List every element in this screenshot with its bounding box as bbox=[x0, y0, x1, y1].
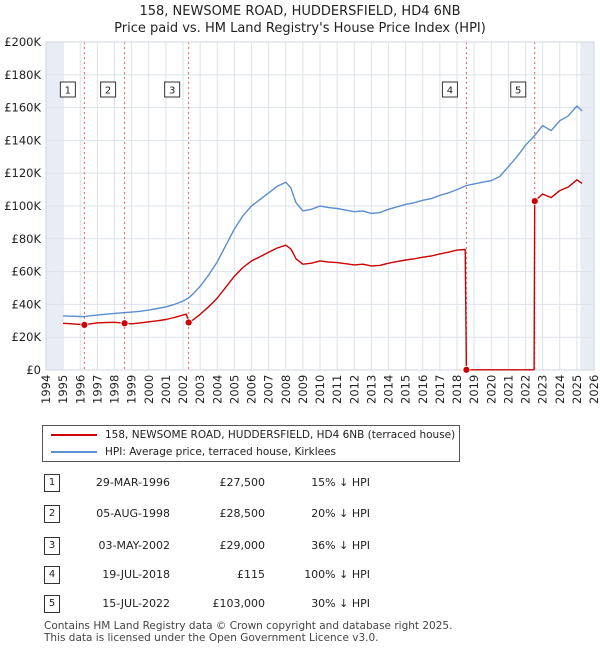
row-price: £29,000 bbox=[219, 539, 266, 552]
row-date: 03-MAY-2002 bbox=[98, 539, 170, 552]
price-chart: 1 2 3 4 5 £0 £20K £40K £60K £80K £100K £120K £140K £1… bbox=[4, 35, 600, 404]
transaction-label-box bbox=[510, 81, 527, 98]
transaction-label: 2 bbox=[105, 86, 111, 97]
x-tick-label: 2017 bbox=[433, 375, 447, 404]
x-tick-label: 2011 bbox=[330, 375, 344, 404]
y-tick-label: £160K bbox=[4, 101, 41, 115]
x-tick-label: 2009 bbox=[296, 375, 310, 404]
transaction-marker bbox=[184, 318, 193, 327]
x-tick-label: 2014 bbox=[382, 375, 396, 404]
row-date: 19-JUL-2018 bbox=[102, 568, 170, 581]
x-tick-label: 2003 bbox=[193, 375, 207, 404]
footer-license: This data is licensed under the Open Gov… bbox=[44, 632, 379, 644]
row-date: 15-JUL-2022 bbox=[102, 597, 170, 610]
x-tick-label: 2002 bbox=[176, 375, 190, 404]
row-hpi: 20% ↓ HPI bbox=[311, 507, 370, 520]
legend-label-property: 158, NEWSOME ROAD, HUDDERSFIELD, HD4 6NB… bbox=[105, 429, 456, 441]
y-tick-label: £20K bbox=[12, 330, 42, 344]
plot-border bbox=[45, 41, 595, 371]
y-tick-label: £80K bbox=[12, 232, 42, 246]
x-tick-label: 2015 bbox=[399, 375, 413, 404]
x-tick-label: 2010 bbox=[313, 375, 327, 404]
x-tick-label: 2018 bbox=[450, 375, 464, 404]
row-price: £28,500 bbox=[219, 507, 266, 520]
x-tick-label: 2007 bbox=[262, 375, 276, 404]
x-tick-label: 2023 bbox=[536, 375, 550, 404]
chart-subtitle: Price paid vs. HM Land Registry's House … bbox=[114, 21, 486, 36]
legend: 158, NEWSOME ROAD, HUDDERSFIELD, HD4 6NB… bbox=[42, 425, 460, 462]
transaction-marker bbox=[462, 365, 471, 374]
x-tick-label: 2021 bbox=[501, 375, 515, 404]
legend-item-hpi: HPI: Average price, terraced house, Kirk… bbox=[51, 444, 336, 460]
transaction-label: 5 bbox=[515, 86, 521, 97]
x-tick-label: 1997 bbox=[90, 375, 104, 404]
transaction-marker bbox=[80, 320, 89, 329]
table-row: 3 03-MAY-2002 £29,000 36% ↓ HPI bbox=[0, 537, 600, 555]
row-price: £27,500 bbox=[219, 476, 266, 489]
legend-item-property: 158, NEWSOME ROAD, HUDDERSFIELD, HD4 6NB… bbox=[51, 427, 455, 443]
hpi-series-line bbox=[63, 105, 583, 318]
chart-title: 158, NEWSOME ROAD, HUDDERSFIELD, HD4 6NB bbox=[139, 4, 461, 19]
legend-label-hpi: HPI: Average price, terraced house, Kirk… bbox=[105, 446, 337, 458]
x-tick-label: 2004 bbox=[210, 375, 224, 404]
table-row: 5 15-JUL-2022 £103,000 30% ↓ HPI bbox=[0, 595, 600, 613]
x-tick-label: 2012 bbox=[347, 375, 361, 404]
y-tick-label: £120K bbox=[4, 166, 41, 180]
y-tick-label: £60K bbox=[12, 265, 42, 279]
transaction-label: 3 bbox=[169, 86, 175, 97]
transaction-label-box bbox=[164, 81, 181, 98]
transaction-label-box bbox=[441, 81, 458, 98]
transaction-label-box bbox=[100, 81, 117, 98]
legend-swatch-property bbox=[51, 434, 97, 436]
x-tick-label: 1998 bbox=[108, 375, 122, 404]
x-tick-label: 2016 bbox=[416, 375, 430, 404]
row-hpi: 36% ↓ HPI bbox=[311, 539, 370, 552]
x-tick-label: 2026 bbox=[587, 375, 600, 404]
transaction-label-box bbox=[59, 81, 76, 98]
transaction-marker bbox=[120, 319, 129, 328]
x-tick-label: 2005 bbox=[227, 375, 241, 404]
x-tick-label: 2008 bbox=[279, 375, 293, 404]
row-date: 29-MAR-1996 bbox=[95, 476, 170, 489]
row-marker: 5 bbox=[44, 595, 60, 613]
row-marker: 2 bbox=[44, 505, 60, 523]
y-tick-label: £40K bbox=[12, 297, 42, 311]
row-marker: 4 bbox=[44, 566, 60, 584]
y-tick-label: £180K bbox=[4, 68, 41, 82]
x-tick-label: 1994 bbox=[39, 375, 53, 404]
x-tick-label: 2025 bbox=[570, 375, 584, 404]
y-tick-label: £0 bbox=[26, 363, 41, 377]
y-tick-label: £140K bbox=[4, 133, 41, 147]
x-tick-label: 1996 bbox=[73, 375, 87, 404]
x-tick-label: 2006 bbox=[245, 375, 259, 404]
legend-swatch-hpi bbox=[51, 451, 97, 453]
row-marker: 1 bbox=[44, 474, 60, 492]
x-tick-label: 1995 bbox=[56, 375, 70, 404]
x-tick-label: 2013 bbox=[364, 375, 378, 404]
row-price: £115 bbox=[237, 568, 265, 581]
row-hpi: 100% ↓ HPI bbox=[304, 568, 370, 581]
x-tick-label: 2024 bbox=[553, 375, 567, 404]
row-marker: 3 bbox=[44, 537, 60, 555]
property-series-line bbox=[63, 179, 583, 371]
transaction-label: 4 bbox=[447, 86, 453, 97]
y-tick-label: £200K bbox=[4, 35, 41, 49]
x-tick-label: 2022 bbox=[519, 375, 533, 404]
y-tick-label: £100K bbox=[4, 199, 41, 213]
table-row: 1 29-MAR-1996 £27,500 15% ↓ HPI bbox=[0, 474, 600, 492]
row-hpi: 30% ↓ HPI bbox=[311, 597, 370, 610]
row-date: 05-AUG-1998 bbox=[96, 507, 170, 520]
transaction-label: 1 bbox=[65, 86, 71, 97]
x-tick-label: 1999 bbox=[125, 375, 139, 404]
x-tick-label: 2000 bbox=[142, 375, 156, 404]
row-price: £103,000 bbox=[212, 597, 266, 610]
footer-copyright: Contains HM Land Registry data © Crown c… bbox=[44, 620, 453, 632]
x-tick-label: 2020 bbox=[484, 375, 498, 404]
table-row: 4 19-JUL-2018 £115 100% ↓ HPI bbox=[0, 566, 600, 584]
transaction-marker bbox=[530, 197, 539, 205]
table-row: 2 05-AUG-1998 £28,500 20% ↓ HPI bbox=[0, 505, 600, 523]
x-tick-label: 2001 bbox=[159, 375, 173, 404]
row-hpi: 15% ↓ HPI bbox=[311, 476, 370, 489]
x-tick-label: 2019 bbox=[467, 375, 481, 404]
